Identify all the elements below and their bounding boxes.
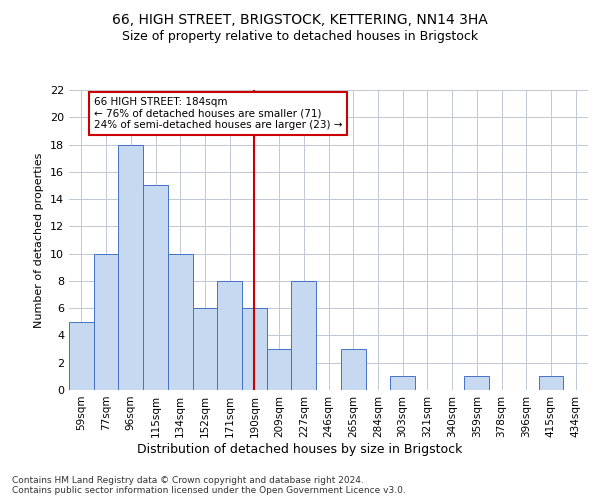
Text: Size of property relative to detached houses in Brigstock: Size of property relative to detached ho… [122,30,478,43]
Text: Contains HM Land Registry data © Crown copyright and database right 2024.
Contai: Contains HM Land Registry data © Crown c… [12,476,406,495]
Y-axis label: Number of detached properties: Number of detached properties [34,152,44,328]
Text: Distribution of detached houses by size in Brigstock: Distribution of detached houses by size … [137,442,463,456]
Text: 66 HIGH STREET: 184sqm
← 76% of detached houses are smaller (71)
24% of semi-det: 66 HIGH STREET: 184sqm ← 76% of detached… [94,97,342,130]
Bar [94,254,118,390]
Bar [193,308,217,390]
Bar [390,376,415,390]
Bar [217,281,242,390]
Bar [267,349,292,390]
Bar [143,186,168,390]
Bar [168,254,193,390]
Bar [341,349,365,390]
Bar [292,281,316,390]
Bar [118,144,143,390]
Text: 66, HIGH STREET, BRIGSTOCK, KETTERING, NN14 3HA: 66, HIGH STREET, BRIGSTOCK, KETTERING, N… [112,12,488,26]
Bar [69,322,94,390]
Bar [539,376,563,390]
Bar [242,308,267,390]
Bar [464,376,489,390]
